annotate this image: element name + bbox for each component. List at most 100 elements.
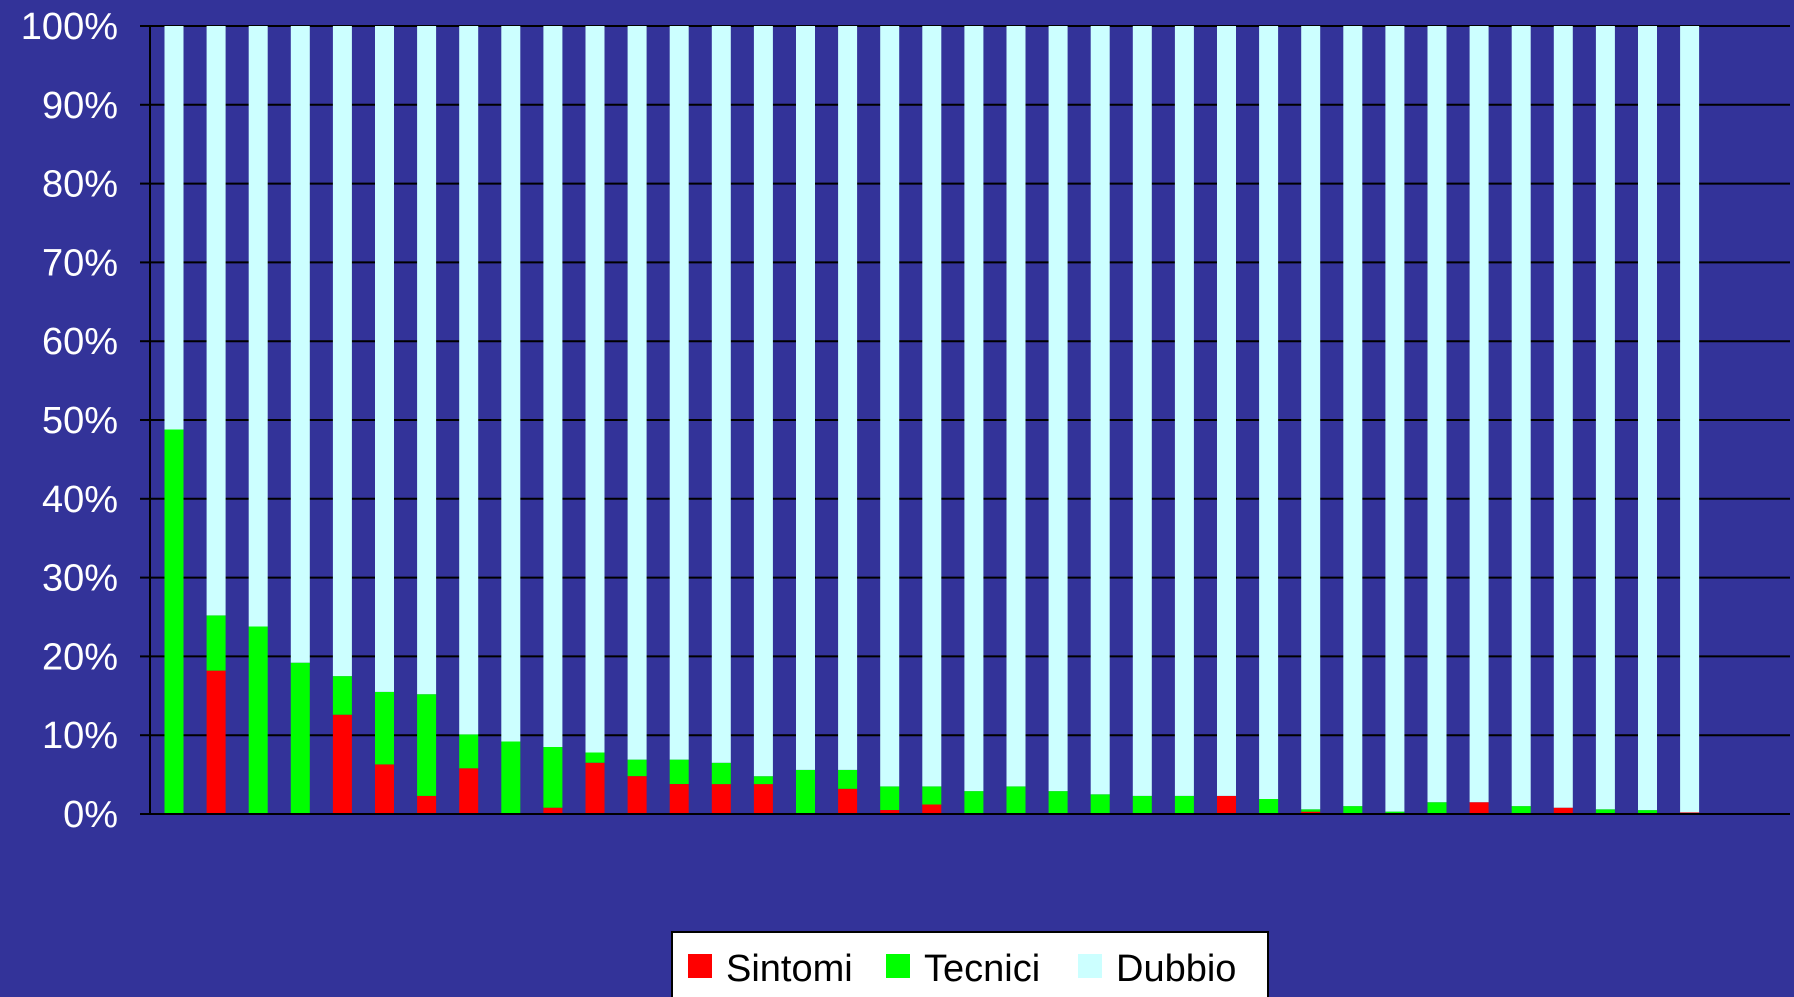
bar-segment-dubbio xyxy=(332,26,352,677)
legend-swatch xyxy=(1078,954,1102,978)
bar-segment-sintomi xyxy=(332,714,352,814)
bar-segment-tecnici xyxy=(1006,786,1026,814)
bar-segment-sintomi xyxy=(459,768,479,814)
bar-segment-dubbio xyxy=(1595,26,1615,810)
bar-segment-sintomi xyxy=(753,784,773,814)
bar-segment-dubbio xyxy=(206,26,226,616)
bar-segment-dubbio xyxy=(922,26,942,787)
bar-segment-dubbio xyxy=(164,26,184,430)
bar-segment-dubbio xyxy=(1638,26,1657,811)
bar-segment-sintomi xyxy=(1553,807,1573,814)
bar-segment-dubbio xyxy=(1132,26,1152,796)
bar-segment-tecnici xyxy=(922,786,942,805)
bar-segment-dubbio xyxy=(1427,26,1447,803)
bar-segment-tecnici xyxy=(838,769,858,789)
bar-segment-dubbio xyxy=(1385,26,1405,812)
y-tick-label: 60% xyxy=(42,321,118,363)
bar-segment-dubbio xyxy=(1090,26,1110,795)
bar-segment-sintomi xyxy=(1217,795,1236,814)
bar-segment-sintomi xyxy=(880,810,900,814)
bar-segment-dubbio xyxy=(711,26,731,763)
bar-segment-dubbio xyxy=(1006,26,1026,787)
bar-segment-dubbio xyxy=(1301,26,1321,810)
bar-segment-tecnici xyxy=(880,786,900,810)
bar-segment-sintomi xyxy=(627,776,647,814)
legend-label: Sintomi xyxy=(726,948,853,990)
y-tick-label: 30% xyxy=(42,558,118,600)
bar-segment-sintomi xyxy=(922,804,942,814)
bar-segment-sintomi xyxy=(1301,811,1321,814)
bar-segment-dubbio xyxy=(1174,26,1194,796)
bar-segment-tecnici xyxy=(206,615,226,671)
bar-segment-dubbio xyxy=(543,26,563,747)
legend-swatch xyxy=(886,954,910,978)
bar-segment-dubbio xyxy=(880,26,900,787)
bar-segment-tecnici xyxy=(1301,809,1321,812)
bar-segment-tecnici xyxy=(1343,806,1363,814)
bar-segment-tecnici xyxy=(1638,810,1657,814)
bar-segment-dubbio xyxy=(1553,26,1573,808)
y-tick-label: 10% xyxy=(42,715,118,757)
bar-segment-dubbio xyxy=(1680,26,1700,813)
legend-box xyxy=(671,931,1269,997)
bar-segment-dubbio xyxy=(1259,26,1279,799)
bar-segment-tecnici xyxy=(1259,799,1279,814)
bar-segment-tecnici xyxy=(1090,794,1110,814)
y-tick-label: 0% xyxy=(63,794,118,836)
y-tick-label: 80% xyxy=(42,164,118,206)
bar-segment-tecnici xyxy=(796,769,815,814)
legend-label: Dubbio xyxy=(1116,948,1236,990)
bar-segment-dubbio xyxy=(459,26,479,735)
bar-segment-sintomi xyxy=(375,764,394,814)
bar-segment-tecnici xyxy=(332,676,352,715)
bar-segment-dubbio xyxy=(501,26,521,742)
bar-segment-tecnici xyxy=(1427,802,1447,814)
bar-segment-dubbio xyxy=(1217,26,1236,796)
bar-segment-tecnici xyxy=(1174,795,1194,814)
bar-segment-sintomi xyxy=(543,807,563,814)
bar-segment-dubbio xyxy=(796,26,815,770)
bar-segment-dubbio xyxy=(753,26,773,777)
bar-segment-dubbio xyxy=(627,26,647,760)
y-tick-label: 100% xyxy=(21,6,118,48)
bar-segment-tecnici xyxy=(417,694,437,796)
bar-segment-tecnici xyxy=(1385,811,1405,814)
y-tick-label: 40% xyxy=(42,479,118,521)
y-tick-label: 90% xyxy=(42,85,118,127)
bar-segment-dubbio xyxy=(838,26,858,770)
bar-segment-dubbio xyxy=(669,26,689,760)
bar-segment-dubbio xyxy=(1048,26,1068,792)
bar-segment-sintomi xyxy=(585,762,605,814)
bar-segment-dubbio xyxy=(1511,26,1531,807)
bar-segment-tecnici xyxy=(669,759,689,784)
bar-segment-tecnici xyxy=(501,741,521,814)
bar-segment-tecnici xyxy=(1132,795,1152,814)
bar-segment-tecnici xyxy=(290,662,310,814)
bar-segment-tecnici xyxy=(627,759,647,777)
bar-segment-tecnici xyxy=(585,752,605,763)
legend-swatch xyxy=(688,954,712,978)
y-tick-label: 70% xyxy=(42,242,118,284)
bar-segment-dubbio xyxy=(375,26,394,692)
legend-label: Tecnici xyxy=(924,948,1040,990)
bar-segment-sintomi xyxy=(838,788,858,814)
bar-segment-tecnici xyxy=(1048,791,1068,814)
bar-segment-tecnici xyxy=(543,747,563,808)
bar-segment-sintomi xyxy=(1469,802,1489,814)
bar-segment-tecnici xyxy=(964,791,984,814)
bar-segment-tecnici xyxy=(375,691,394,765)
bar-segment-dubbio xyxy=(1469,26,1489,803)
bar-segment-tecnici xyxy=(753,776,773,785)
bar-segment-tecnici xyxy=(248,626,268,814)
bar-segment-tecnici xyxy=(1595,809,1615,814)
bar-segment-dubbio xyxy=(417,26,437,695)
bar-segment-sintomi xyxy=(669,784,689,814)
bar-segment-tecnici xyxy=(459,734,479,769)
bar-segment-tecnici xyxy=(164,429,184,814)
bar-segment-tecnici xyxy=(711,762,731,785)
y-axis: 0% 10% 20% 30% 40% 50% 60% 70% 80% 90% 100% xyxy=(21,6,1790,836)
legend: Sintomi Tecnici Dubbio xyxy=(671,931,1269,997)
bar-segment-sintomi xyxy=(206,670,226,814)
bar-segment-sintomi xyxy=(711,784,731,814)
